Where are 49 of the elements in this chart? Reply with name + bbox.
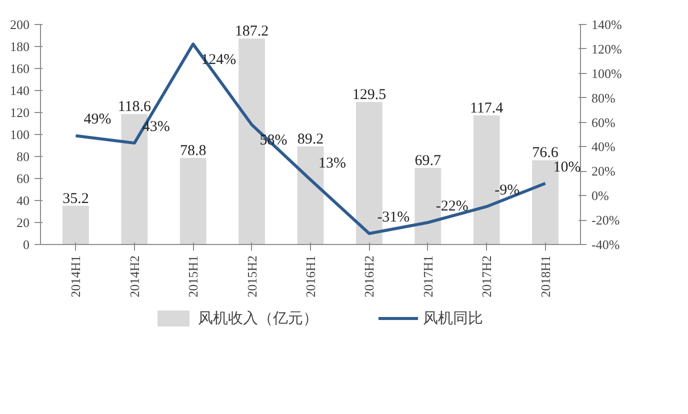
y2-tick-label: 100% xyxy=(592,66,622,81)
legend-label: 风机收入（亿元） xyxy=(198,310,318,328)
data-label: 187.2 xyxy=(234,24,269,40)
x-tick-label: 2017H2 xyxy=(479,256,494,298)
data-label: -9% xyxy=(494,182,520,199)
data-label: 13% xyxy=(318,156,346,172)
x-tick-label: 2016H1 xyxy=(303,256,318,298)
y-tick-label: 40 xyxy=(16,193,30,208)
data-label: -22% xyxy=(436,198,468,214)
y-tick-label: 80 xyxy=(16,149,30,164)
data-label: 69.7 xyxy=(414,152,442,169)
y2-tick-label: 60% xyxy=(592,114,616,130)
data-label: -31% xyxy=(377,210,410,226)
y2-tick-label: 80% xyxy=(592,90,616,106)
y2-tick-label: 120% xyxy=(592,41,622,56)
y-tick-label: 20 xyxy=(16,215,30,230)
x-tick-label: 2014H1 xyxy=(68,256,84,298)
y-tick-label: 200 xyxy=(10,17,30,32)
y2-tick-label: 20% xyxy=(592,164,616,179)
data-label: 89.2 xyxy=(297,131,324,148)
y-tick-label: 160 xyxy=(10,61,30,76)
y-tick-label: 60 xyxy=(16,171,30,186)
data-label: 10% xyxy=(553,159,581,176)
data-label: 117.4 xyxy=(470,100,504,116)
x-tick-label: 2018H1 xyxy=(538,256,553,298)
x-tick-label: 2015H1 xyxy=(186,256,201,298)
y-tick-label: 120 xyxy=(10,105,30,120)
y2-tick-label: 140% xyxy=(592,17,622,32)
y-tick-label: 180 xyxy=(10,39,30,54)
y2-tick-label: 40% xyxy=(592,139,616,154)
x-tick-label: 2015H2 xyxy=(244,256,260,298)
y2-tick-label: -40% xyxy=(592,237,620,252)
data-label: 35.2 xyxy=(62,190,89,207)
y2-tick-label: -20% xyxy=(592,212,620,228)
x-tick-label: 2014H2 xyxy=(126,256,142,298)
y-tick-label: 0 xyxy=(23,237,30,252)
data-label: 78.8 xyxy=(180,142,206,159)
data-label: 129.5 xyxy=(352,87,386,104)
y2-tick-label: 0% xyxy=(592,188,609,204)
data-label: 49% xyxy=(84,112,112,128)
x-tick-label: 2016H2 xyxy=(362,256,377,298)
data-label: 118.6 xyxy=(118,99,152,116)
y-tick-label: 100 xyxy=(10,127,30,142)
legend-label: 风机同比 xyxy=(423,310,483,328)
x-tick-label: 2017H1 xyxy=(420,256,436,298)
data-label: 76.6 xyxy=(532,145,559,162)
bar xyxy=(62,206,89,244)
y-tick-label: 140 xyxy=(10,83,30,98)
bar xyxy=(180,158,206,244)
